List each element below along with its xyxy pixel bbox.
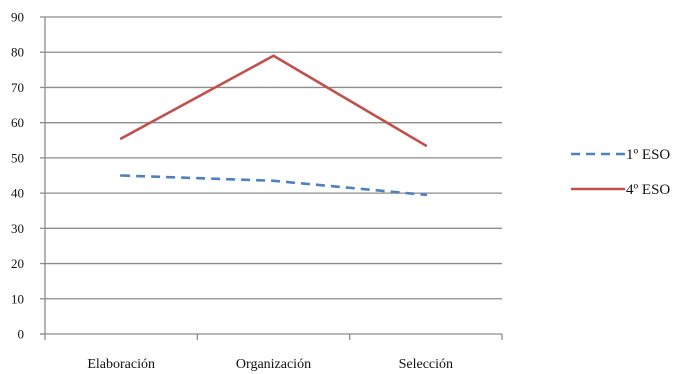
y-tick-label: 70 xyxy=(11,80,24,95)
series-lines xyxy=(119,54,428,197)
y-tick-label: 30 xyxy=(11,221,24,236)
y-tick-label: 0 xyxy=(18,327,25,342)
y-tick-label: 60 xyxy=(11,115,24,130)
y-tick-label: 20 xyxy=(11,256,24,271)
legend-label-1: 1º ESO xyxy=(626,147,670,163)
data-point xyxy=(272,54,275,58)
y-tick-label: 40 xyxy=(11,186,24,201)
data-point xyxy=(424,193,428,197)
axes xyxy=(40,16,503,340)
y-tick-label: 90 xyxy=(11,10,24,25)
y-tick-label: 50 xyxy=(11,150,24,165)
x-tick-label: Selección xyxy=(399,357,453,372)
legend-label-2: 4º ESO xyxy=(626,182,670,198)
data-point xyxy=(272,179,275,183)
data-point xyxy=(119,137,123,140)
y-tick-label: 10 xyxy=(11,291,24,306)
series-line-1 xyxy=(121,174,426,197)
gridlines xyxy=(45,16,502,300)
y-tick-labels: 0 10 20 30 40 50 60 70 80 90 xyxy=(11,10,24,342)
x-tick-labels: Elaboración Organización Selección xyxy=(87,357,453,372)
y-tick-label: 80 xyxy=(11,45,24,60)
x-tick-label: Organización xyxy=(236,357,311,372)
legend: 1º ESO 4º ESO xyxy=(571,147,670,198)
x-tick-label: Elaboración xyxy=(87,357,155,372)
series-line-2 xyxy=(120,54,427,147)
data-point xyxy=(119,174,123,177)
data-point xyxy=(424,144,428,147)
